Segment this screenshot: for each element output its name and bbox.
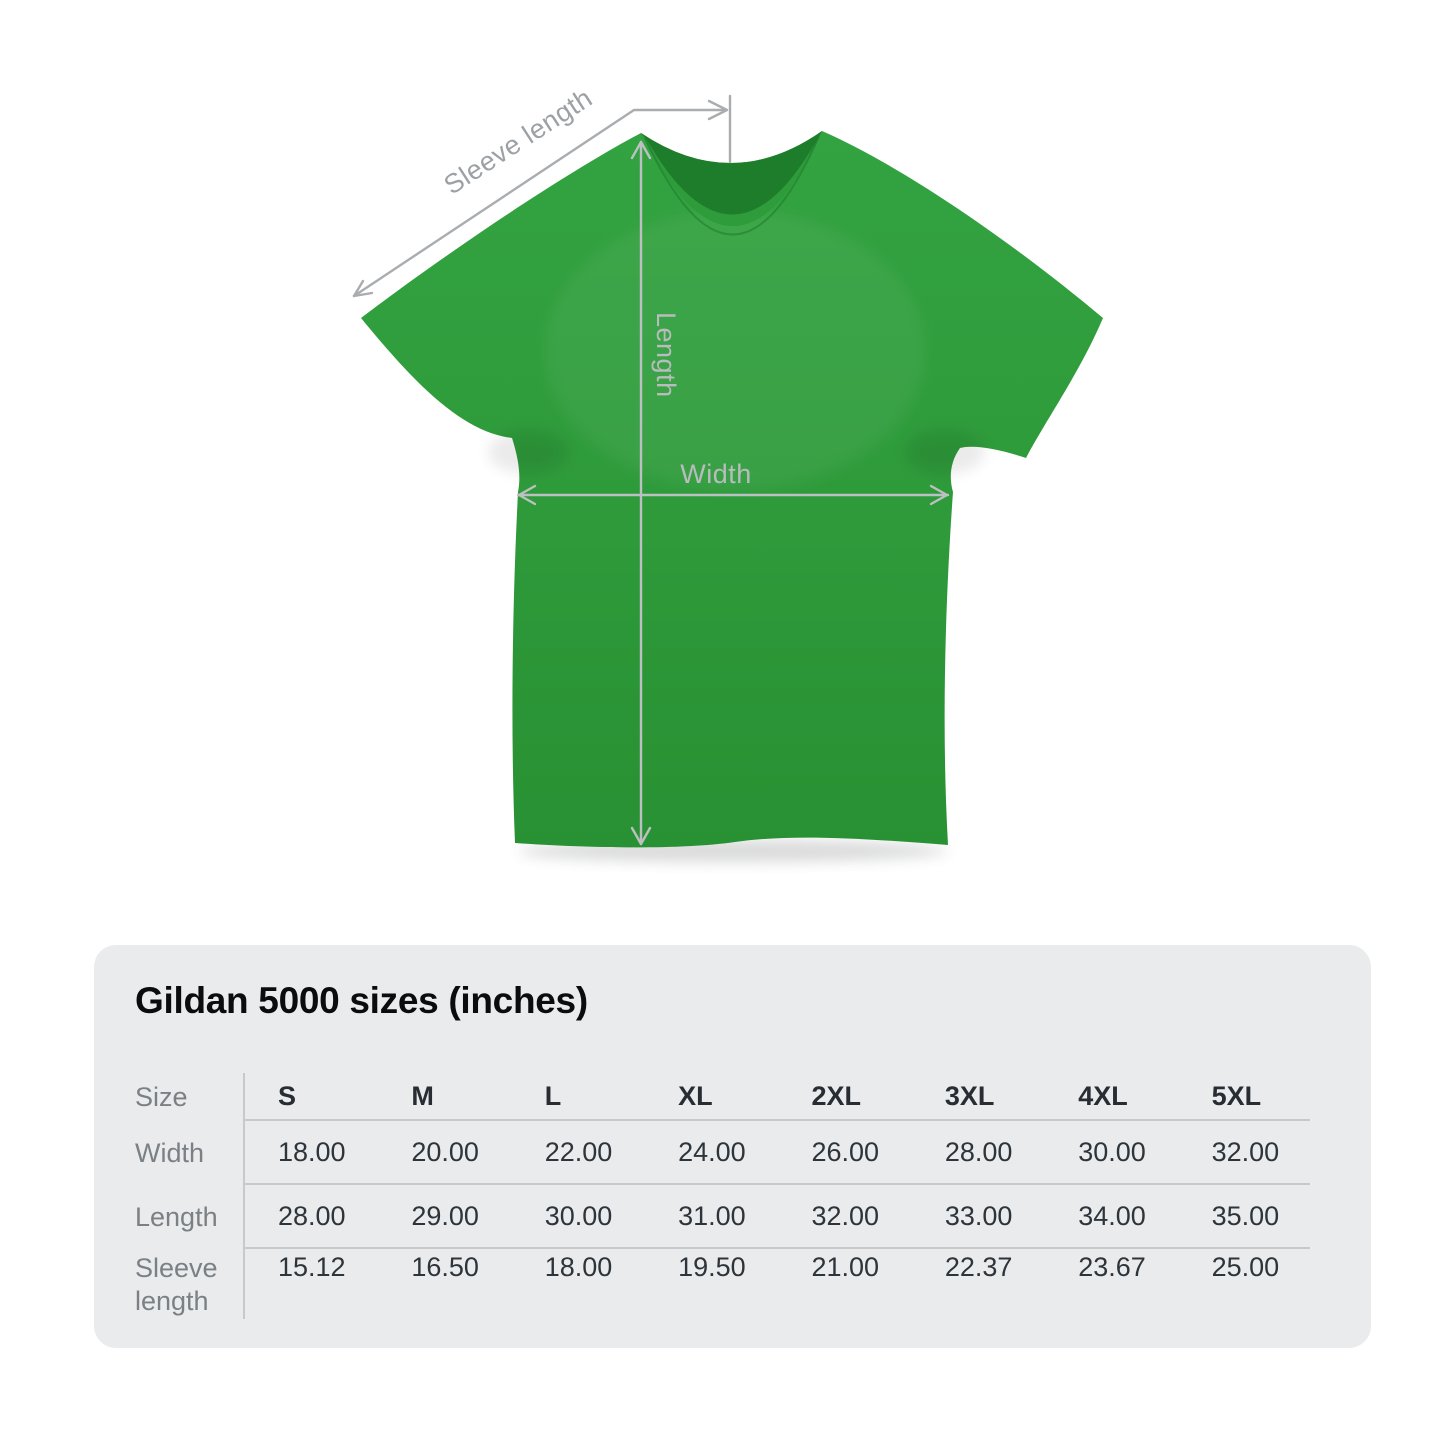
width-value-2xl: 26.00 [811, 1136, 880, 1167]
column-header-l: L [544, 1080, 562, 1111]
row-label-length: Length [135, 1201, 218, 1232]
width-value-xl: 24.00 [678, 1136, 746, 1167]
length-value-2xl: 32.00 [811, 1200, 880, 1231]
column-header-2xl: 2XL [811, 1080, 862, 1111]
sleeve-value-s: 15.12 [278, 1252, 346, 1283]
sleeve-length-arrowhead-inner [707, 99, 729, 121]
width-value-4xl: 30.00 [1078, 1136, 1146, 1167]
width-arrowhead-left [517, 484, 537, 506]
sleeve-value-3xl: 22.37 [944, 1252, 1013, 1283]
length-value-4xl: 34.00 [1078, 1200, 1146, 1231]
width-label: Width [680, 459, 752, 489]
column-header-xl: XL [678, 1080, 713, 1111]
table-row-length: Length 28.00 29.00 30.00 31.00 32.00 33.… [94, 1185, 1310, 1250]
width-value-l: 22.00 [544, 1136, 613, 1167]
length-label: Length [651, 312, 681, 398]
width-arrowhead-right [929, 484, 949, 506]
length-value-5xl: 35.00 [1211, 1200, 1280, 1231]
sleeve-value-4xl: 23.67 [1078, 1252, 1146, 1283]
table-row-width: Width 18.00 20.00 22.00 24.00 26.00 28.0… [94, 1121, 1310, 1186]
sleeve-value-l: 18.00 [544, 1252, 613, 1283]
width-value-5xl: 32.00 [1211, 1136, 1280, 1167]
length-value-m: 29.00 [411, 1200, 479, 1231]
table-vertical-divider [243, 1073, 245, 1320]
row-values-length: 28.00 29.00 30.00 31.00 32.00 33.00 34.0… [243, 1185, 1310, 1250]
size-table-panel: Gildan 5000 sizes (inches) Size S M L XL… [94, 945, 1371, 1348]
row-label-width: Width [135, 1137, 205, 1168]
underarm-shadow-right [905, 430, 985, 474]
header-values: S M L XL 2XL 3XL 4XL 5XL [243, 1073, 1310, 1122]
column-header-3xl: 3XL [944, 1080, 995, 1111]
column-header-m: M [411, 1080, 434, 1111]
row-values-width: 18.00 20.00 22.00 24.00 26.00 28.00 30.0… [243, 1121, 1310, 1186]
table-header-row: Size S M L XL 2XL 3XL 4XL 5XL [94, 1073, 1310, 1122]
sleeve-value-m: 16.50 [411, 1252, 479, 1283]
column-header-5xl: 5XL [1211, 1080, 1262, 1111]
width-value-3xl: 28.00 [944, 1136, 1013, 1167]
sleeve-value-5xl: 25.00 [1211, 1252, 1280, 1283]
sleeve-length-arrow [352, 108, 728, 298]
tshirt-collar-band [641, 131, 822, 227]
row-label-sleeve-length: Sleeve length [135, 1253, 218, 1317]
length-arrowhead-top [630, 140, 652, 160]
size-table: Size S M L XL 2XL 3XL 4XL 5XL Width 18.0… [94, 1073, 1310, 1341]
length-value-3xl: 33.00 [944, 1200, 1013, 1231]
panel-title: Gildan 5000 sizes (inches) [135, 980, 588, 1021]
row-values-sleeve-length: 15.12 16.50 18.00 19.50 21.00 22.37 23.6… [243, 1249, 1310, 1341]
sleeve-length-arrowhead-outer [352, 279, 374, 298]
tshirt-measurement-diagram: Sleeve length Length Width [352, 83, 1103, 862]
width-value-m: 20.00 [411, 1136, 479, 1167]
length-value-l: 30.00 [544, 1200, 613, 1231]
column-header-4xl: 4XL [1078, 1080, 1128, 1111]
width-value-s: 18.00 [278, 1136, 346, 1167]
length-value-xl: 31.00 [678, 1200, 746, 1231]
length-value-s: 28.00 [278, 1200, 346, 1231]
column-header-s: S [278, 1080, 297, 1111]
sleeve-value-xl: 19.50 [678, 1252, 746, 1283]
underarm-shadow-left [488, 430, 568, 474]
column-header-size: Size [135, 1081, 188, 1112]
length-arrowhead-bottom [630, 826, 652, 846]
chest-highlight [545, 210, 925, 490]
table-row-sleeve-length: Sleeve length 15.12 16.50 18.00 19.50 21… [94, 1249, 1310, 1341]
sleeve-value-2xl: 21.00 [811, 1252, 880, 1283]
collar-seam-stitch [644, 135, 820, 236]
